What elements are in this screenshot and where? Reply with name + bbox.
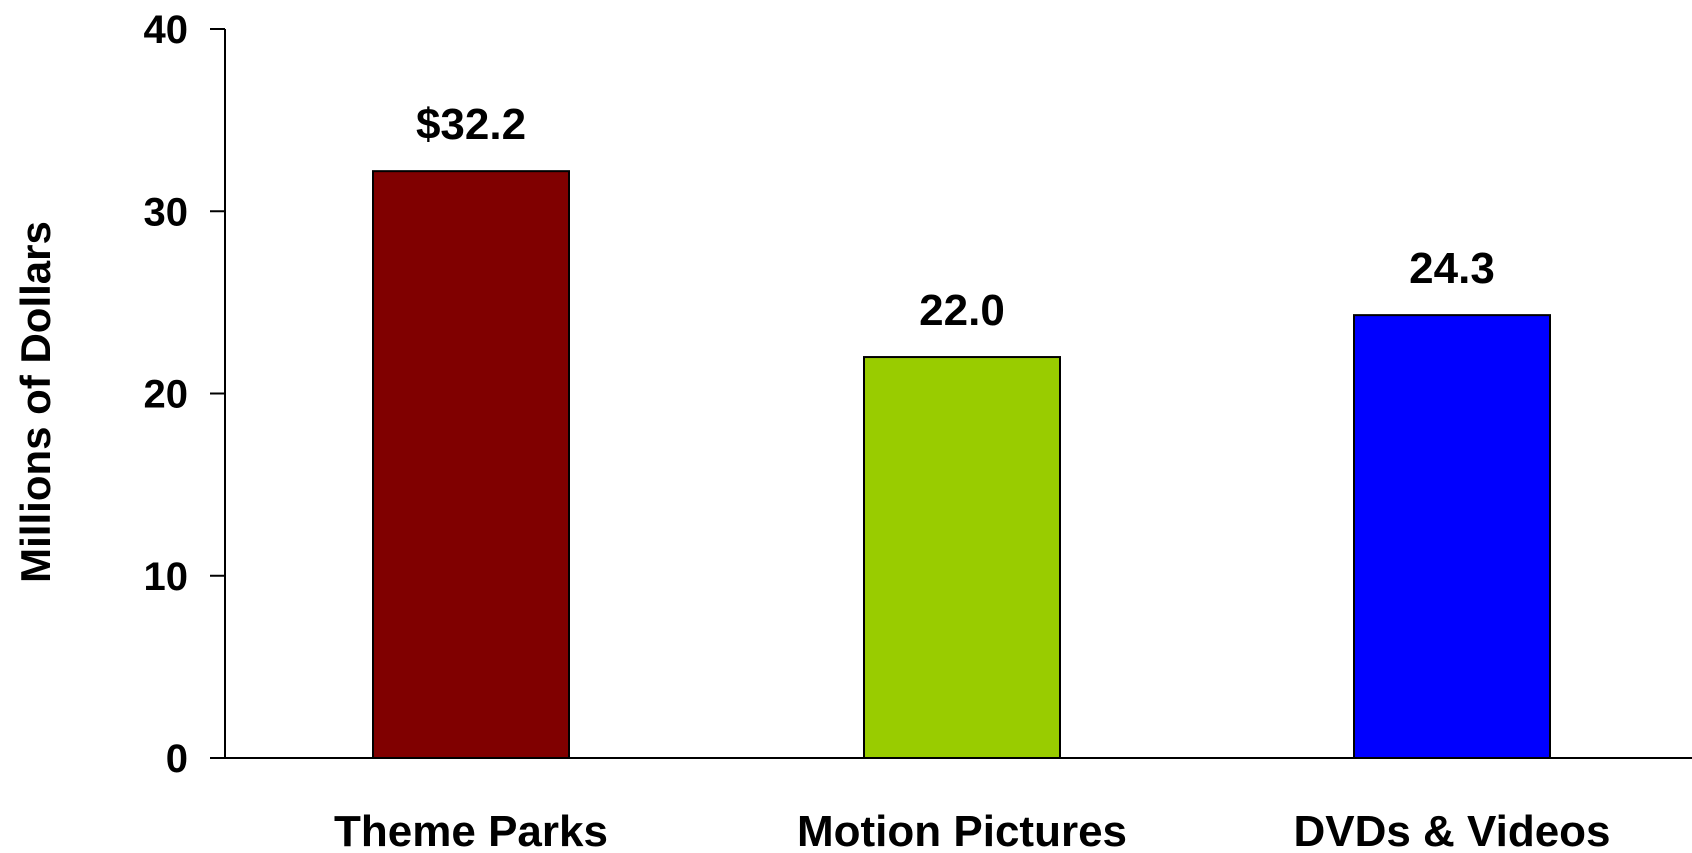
y-axis-ticks: 0 10 20 30 40: [144, 8, 225, 781]
y-tick-label: 20: [144, 373, 189, 417]
bar-1: [372, 170, 570, 759]
bar-3: [1353, 314, 1551, 759]
data-labels: $32.2 22.0 24.3: [416, 100, 1495, 335]
y-axis-title: Millions of Dollars: [12, 221, 59, 583]
category-label: DVDs & Videos: [1293, 807, 1610, 853]
bar-2: [863, 356, 1061, 759]
data-label: 22.0: [919, 286, 1005, 335]
bars: [372, 170, 1551, 759]
category-label: Theme Parks: [334, 807, 608, 853]
category-label: Motion Pictures: [797, 807, 1127, 853]
axes: [224, 29, 1692, 759]
y-tick-label: 10: [144, 555, 189, 599]
y-tick-label: 0: [166, 737, 188, 781]
category-labels: Theme Parks Motion Pictures DVDs & Videos: [334, 807, 1611, 853]
y-tick-label: 30: [144, 190, 189, 234]
y-tick-label: 40: [144, 8, 189, 52]
data-label: $32.2: [416, 100, 526, 149]
data-label: 24.3: [1409, 244, 1495, 293]
y-axis-title-group: Millions of Dollars: [12, 221, 59, 583]
